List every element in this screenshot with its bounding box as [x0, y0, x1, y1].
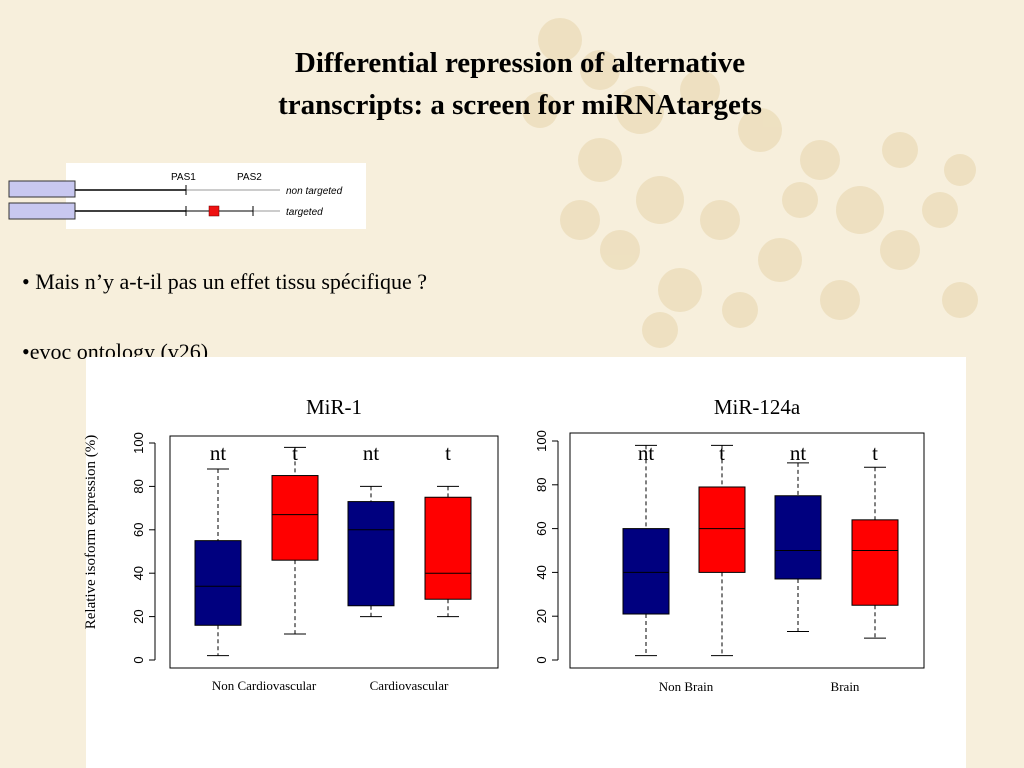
box-t — [424, 496, 472, 600]
group-label: Non Cardiovascular — [212, 678, 317, 693]
exon-box-non-targeted — [8, 180, 76, 198]
pas2-label: PAS2 — [237, 172, 262, 183]
box-t — [271, 475, 319, 561]
box-nt — [194, 540, 242, 626]
box-nt — [347, 501, 395, 607]
schema-background — [66, 163, 366, 229]
box-nt — [622, 528, 670, 615]
pas1-label: PAS1 — [171, 172, 196, 183]
chart-title-2: MiR-124a — [714, 395, 801, 419]
slide-title: Differential repression of alternative t… — [200, 42, 840, 126]
plot-frame-2 — [569, 432, 925, 669]
transcript-schema: PAS1 PAS2 non targeted targeted — [8, 163, 366, 229]
group-label: Brain — [831, 679, 860, 694]
y-tick-label: 80 — [534, 478, 549, 492]
box-label-t: t — [445, 441, 451, 465]
box-label-t: t — [872, 441, 878, 465]
y-tick-label: 40 — [534, 565, 549, 579]
group-label: Cardiovascular — [370, 678, 449, 693]
bullet-tissue-question: • Mais n’y a-t-il pas un effet tissu spé… — [22, 269, 428, 294]
non-targeted-label: non targeted — [286, 186, 343, 197]
y-tick-label: 60 — [534, 521, 549, 535]
box-nt — [774, 495, 822, 580]
group-label: Non Brain — [659, 679, 714, 694]
box-t — [698, 486, 746, 573]
targeted-label: targeted — [286, 207, 323, 218]
title-line-1: Differential repression of alternative — [294, 47, 746, 79]
box-label-nt: nt — [638, 441, 655, 465]
box-label-t: t — [292, 441, 298, 465]
y-tick-label: 20 — [534, 609, 549, 623]
box-label-nt: nt — [790, 441, 807, 465]
y-axis-label: Relative isoform expression (%) — [83, 435, 99, 630]
box-t — [851, 519, 899, 606]
y-tick-label: 40 — [131, 566, 146, 580]
box-label-nt: nt — [210, 441, 227, 465]
y-tick-label: 80 — [131, 479, 146, 493]
chart-title-1: MiR-1 — [306, 395, 362, 419]
plot-frame-1 — [169, 435, 499, 669]
box-label-nt: nt — [363, 441, 380, 465]
y-tick-label: 0 — [131, 656, 146, 663]
box-label-t: t — [719, 441, 725, 465]
y-tick-label: 0 — [534, 656, 549, 663]
y-tick-label: 100 — [131, 432, 146, 454]
y-tick-label: 60 — [131, 523, 146, 537]
y-tick-label: 20 — [131, 609, 146, 623]
y-tick-label: 100 — [534, 430, 549, 452]
mirna-site-marker — [208, 205, 220, 217]
title-line-2: transcripts: a screen for miRNAtargets — [278, 89, 762, 121]
